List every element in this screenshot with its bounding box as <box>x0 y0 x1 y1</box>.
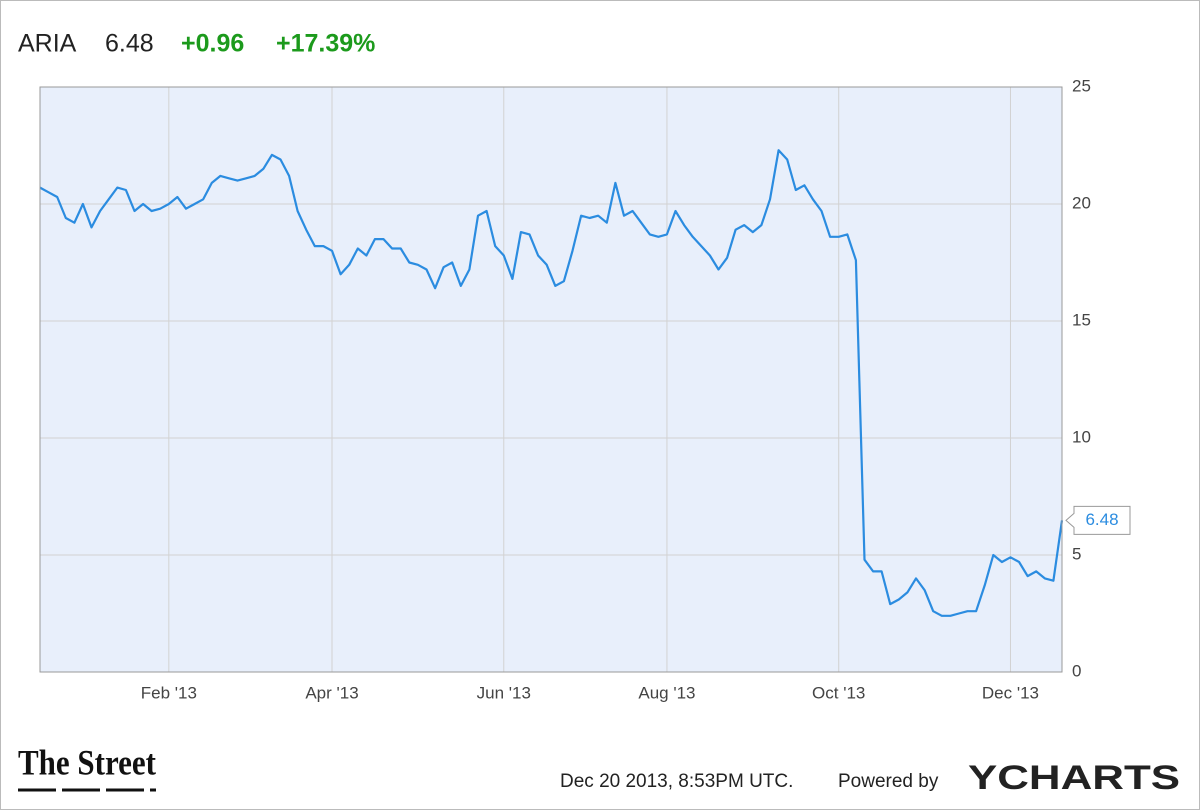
powered-by: Powered by <box>838 771 939 792</box>
y-tick-label: 5 <box>1072 544 1081 563</box>
last-value-label: 6.48 <box>1085 510 1118 529</box>
plot-area <box>40 87 1062 672</box>
x-tick-label: Dec '13 <box>982 683 1039 702</box>
ticker: ARIA <box>18 30 77 58</box>
plot-border <box>39 86 1063 673</box>
price: 6.48 <box>105 30 154 58</box>
provider-logo: YCHARTS <box>968 759 1180 797</box>
brand-logo: The Street <box>18 742 156 782</box>
x-tick-label: Aug '13 <box>638 683 695 702</box>
y-tick-label: 10 <box>1072 427 1091 446</box>
y-tick-label: 25 <box>1072 76 1091 95</box>
y-tick-label: 0 <box>1072 661 1081 680</box>
y-tick-label: 15 <box>1072 310 1091 329</box>
x-tick-label: Jun '13 <box>477 683 531 702</box>
price-line <box>39 149 1064 617</box>
change: +0.96 <box>181 30 244 58</box>
last-value-callout <box>1065 505 1131 535</box>
y-tick-label: 20 <box>1072 193 1091 212</box>
x-tick-label: Oct '13 <box>812 683 865 702</box>
change-percent: +17.39% <box>276 30 375 58</box>
timestamp: Dec 20 2013, 8:53PM UTC. <box>560 771 793 792</box>
x-tick-label: Feb '13 <box>141 683 197 702</box>
x-tick-label: Apr '13 <box>305 683 358 702</box>
